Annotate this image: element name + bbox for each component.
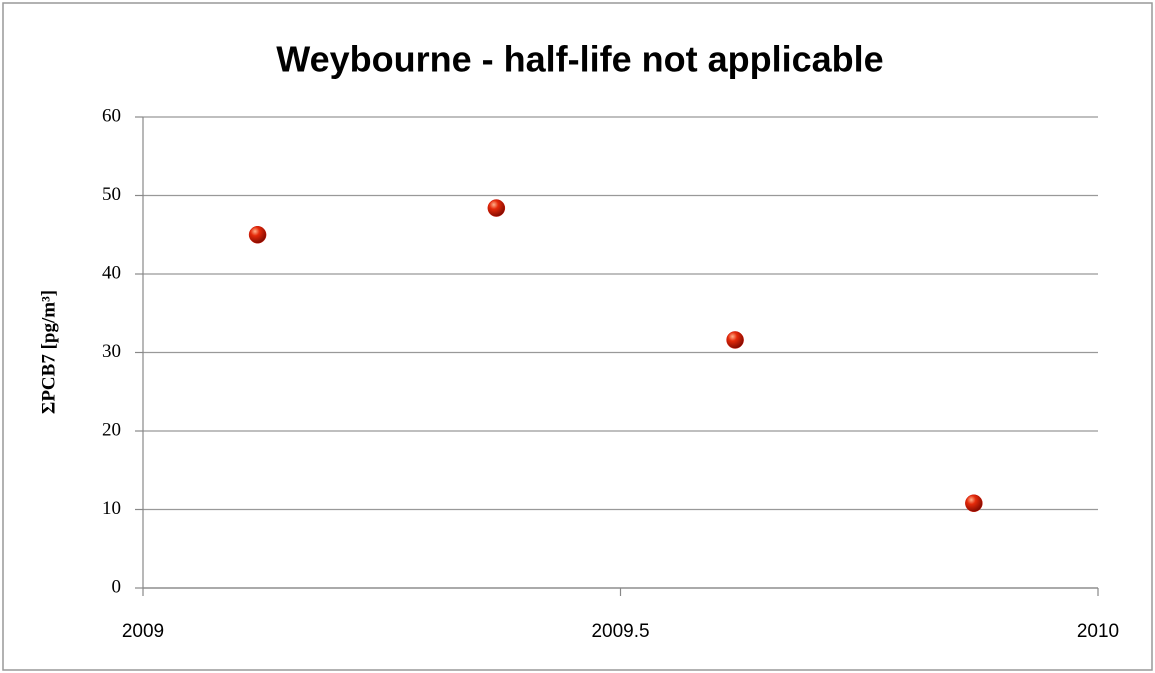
y-axis-label: ΣPCB7 [pg/m³] — [38, 290, 59, 414]
x-tick-label: 2009.5 — [591, 621, 649, 642]
point — [965, 494, 983, 512]
chart-title: Weybourne - half-life not applicable — [276, 39, 883, 80]
y-tick-label: 60 — [102, 105, 121, 126]
x-tick-label: 2009 — [122, 621, 164, 642]
y-tick-label: 50 — [102, 184, 121, 205]
x-tick-label: 2010 — [1077, 621, 1119, 642]
point — [726, 331, 744, 349]
y-tick-label: 10 — [102, 498, 121, 519]
y-tick-label: 40 — [102, 262, 121, 283]
y-tick-label: 20 — [102, 419, 121, 440]
point — [248, 226, 267, 244]
point — [487, 199, 506, 217]
y-tick-label: 30 — [102, 341, 121, 362]
y-tick-label: 0 — [112, 576, 122, 597]
